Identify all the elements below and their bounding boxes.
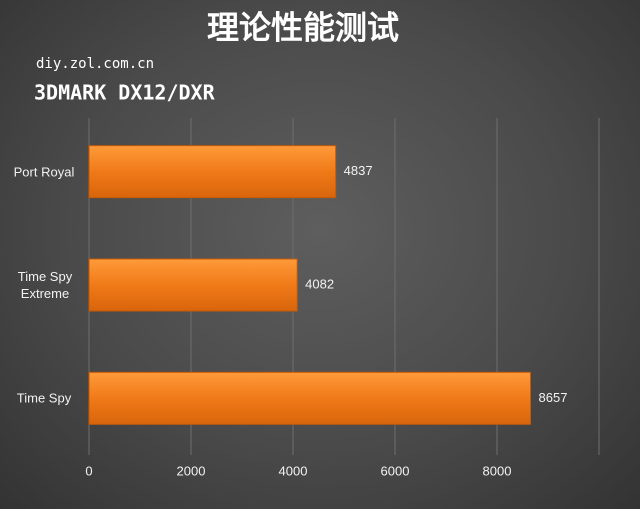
x-tick-label: 6000	[381, 463, 410, 478]
subtitle: diy.zol.com.cn	[36, 56, 154, 72]
y-tick-label: Time Spy	[16, 390, 72, 406]
x-tick-label: 2000	[177, 463, 206, 478]
x-tick-label: 8000	[483, 463, 512, 478]
x-tick-label: 0	[85, 463, 92, 478]
x-tick-label: 4000	[279, 463, 308, 478]
chart-label: 3DMARK DX12/DXR	[34, 81, 216, 105]
y-tick-label: Time Spy Extreme	[17, 269, 73, 301]
chart-title: 理论性能测试	[207, 9, 399, 45]
value-label: 4837	[344, 163, 373, 178]
y-tick-label: Port Royal	[13, 164, 75, 180]
bar	[88, 258, 298, 312]
value-label: 4082	[305, 276, 334, 291]
bar	[88, 371, 532, 425]
value-label: 8657	[539, 390, 568, 405]
bar	[88, 145, 337, 199]
